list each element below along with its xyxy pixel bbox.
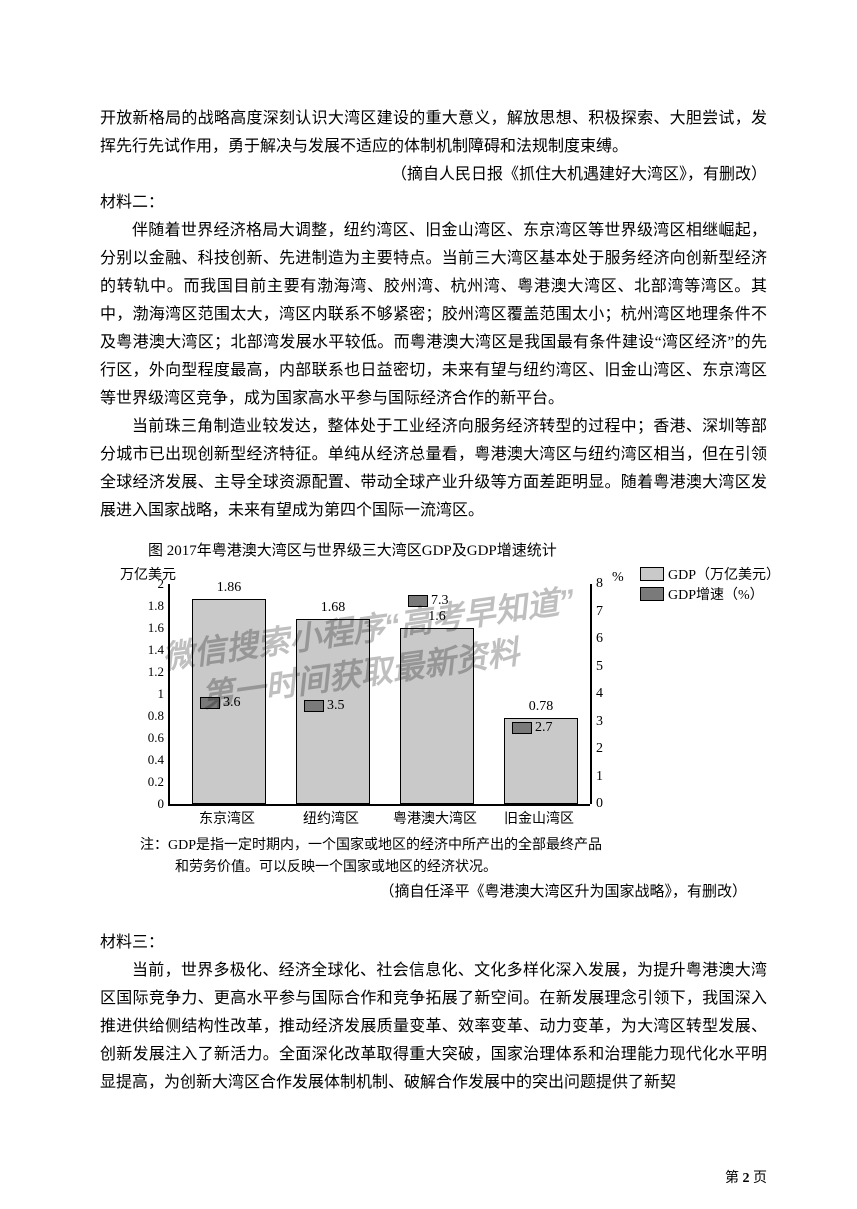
bar-value: 1.68 bbox=[321, 600, 346, 616]
y-left-unit: 万亿美元 bbox=[120, 564, 176, 584]
growth-value: 3.6 bbox=[223, 695, 241, 711]
y-left-tick: 0 bbox=[158, 796, 165, 812]
x-label: 东京湾区 bbox=[199, 808, 255, 828]
growth-label: 2.7 bbox=[512, 720, 553, 736]
y-right-tick: 8 bbox=[596, 576, 603, 592]
y-left-tick: 1.2 bbox=[148, 664, 164, 680]
source-1: （摘自人民日报《抓住大机遇建好大湾区》，有删改） bbox=[100, 161, 767, 189]
page-number-value: 2 bbox=[743, 1171, 750, 1186]
y-right-tick: 2 bbox=[596, 741, 603, 757]
x-label: 粤港澳大湾区 bbox=[393, 808, 477, 828]
y-left-tick: 0.4 bbox=[148, 752, 164, 768]
y-left-ticks: 21.81.61.41.210.80.60.40.20 bbox=[130, 584, 166, 804]
legend: GDP（万亿美元） GDP增速（%） bbox=[640, 564, 780, 604]
growth-value: 3.5 bbox=[327, 698, 345, 714]
document-page: 开放新格局的战略高度深刻认识大湾区建设的重大意义，解放思想、积极探索、大胆尝试，… bbox=[0, 0, 857, 1209]
bar-value: 1.86 bbox=[217, 580, 242, 596]
y-right-tick: 4 bbox=[596, 686, 603, 702]
y-right-tick: 3 bbox=[596, 714, 603, 730]
growth-value: 7.3 bbox=[431, 593, 449, 609]
legend-gdp-swatch bbox=[640, 567, 664, 581]
y-left-tick: 0.6 bbox=[148, 730, 164, 746]
chart-note-line-2: 和劳务价值。可以反映一个国家或地区的经济状况。 bbox=[140, 858, 767, 878]
y-right-tick: 7 bbox=[596, 604, 603, 620]
x-label: 旧金山湾区 bbox=[504, 808, 574, 828]
chart-note-line-1: 注：GDP是指一定时期内，一个国家或地区的经济中所产出的全部最终产品 bbox=[140, 836, 767, 856]
bars-layer: 1.863.61.683.51.67.30.782.7 bbox=[170, 584, 590, 804]
material-2-para-1: 伴随着世界经济格局大调整，纽约湾区、旧金山湾区、东京湾区等世界级湾区相继崛起，分… bbox=[100, 217, 767, 413]
legend-gdp: GDP（万亿美元） bbox=[640, 564, 780, 584]
material-3-para-1: 当前，世界多极化、经济全球化、社会信息化、文化多样化深入发展，为提升粤港澳大湾区… bbox=[100, 957, 767, 1097]
bar-value: 1.6 bbox=[428, 609, 446, 625]
material-2-para-2: 当前珠三角制造业较发达，整体处于工业经济向服务经济转型的过程中；香港、深圳等部分… bbox=[100, 413, 767, 525]
plot-area: 1.863.61.683.51.67.30.782.7 bbox=[168, 584, 590, 806]
chart-title: 图 2017年粤港澳大湾区与世界级三大湾区GDP及GDP增速统计 bbox=[148, 539, 767, 560]
legend-gdp-label: GDP（万亿美元） bbox=[668, 564, 780, 584]
chart-container: 图 2017年粤港澳大湾区与世界级三大湾区GDP及GDP增速统计 万亿美元 % … bbox=[120, 539, 767, 901]
material-3-label: 材料三： bbox=[100, 929, 767, 957]
legend-growth: GDP增速（%） bbox=[640, 584, 780, 604]
source-2: （摘自任泽平《粤港澳大湾区升为国家战略》，有删改） bbox=[120, 880, 747, 901]
y-right-ticks: 876543210 bbox=[596, 584, 616, 804]
legend-growth-label: GDP增速（%） bbox=[668, 584, 764, 604]
y-right-tick: 6 bbox=[596, 631, 603, 647]
y-left-tick: 1 bbox=[158, 686, 165, 702]
growth-swatch bbox=[408, 595, 428, 607]
bar-value: 0.78 bbox=[529, 699, 554, 715]
growth-value: 2.7 bbox=[535, 720, 553, 736]
y-right-axis bbox=[590, 584, 592, 804]
bar: 1.6 bbox=[400, 628, 474, 804]
y-left-tick: 0.8 bbox=[148, 708, 164, 724]
growth-label: 3.5 bbox=[304, 698, 345, 714]
y-left-tick: 1.6 bbox=[148, 620, 164, 636]
y-right-tick: 0 bbox=[596, 796, 603, 812]
y-left-tick: 1.8 bbox=[148, 598, 164, 614]
growth-label: 3.6 bbox=[200, 695, 241, 711]
y-right-tick: 1 bbox=[596, 769, 603, 785]
y-right-tick: 5 bbox=[596, 659, 603, 675]
y-left-tick: 1.4 bbox=[148, 642, 164, 658]
page-prefix: 第 bbox=[725, 1171, 743, 1186]
x-label: 纽约湾区 bbox=[303, 808, 359, 828]
y-left-tick: 2 bbox=[158, 576, 165, 592]
intro-paragraph: 开放新格局的战略高度深刻认识大湾区建设的重大意义，解放思想、积极探索、大胆尝试，… bbox=[100, 105, 767, 161]
growth-swatch bbox=[200, 697, 220, 709]
chart-area: 万亿美元 % GDP（万亿美元） GDP增速（%） 21.81.61.41.21… bbox=[120, 564, 670, 834]
material-2-label: 材料二： bbox=[100, 189, 767, 217]
growth-swatch bbox=[512, 722, 532, 734]
growth-swatch bbox=[304, 700, 324, 712]
page-suffix: 页 bbox=[750, 1171, 768, 1186]
page-number: 第 2 页 bbox=[725, 1167, 767, 1187]
legend-growth-swatch bbox=[640, 587, 664, 601]
y-left-tick: 0.2 bbox=[148, 774, 164, 790]
growth-label: 7.3 bbox=[408, 593, 449, 609]
